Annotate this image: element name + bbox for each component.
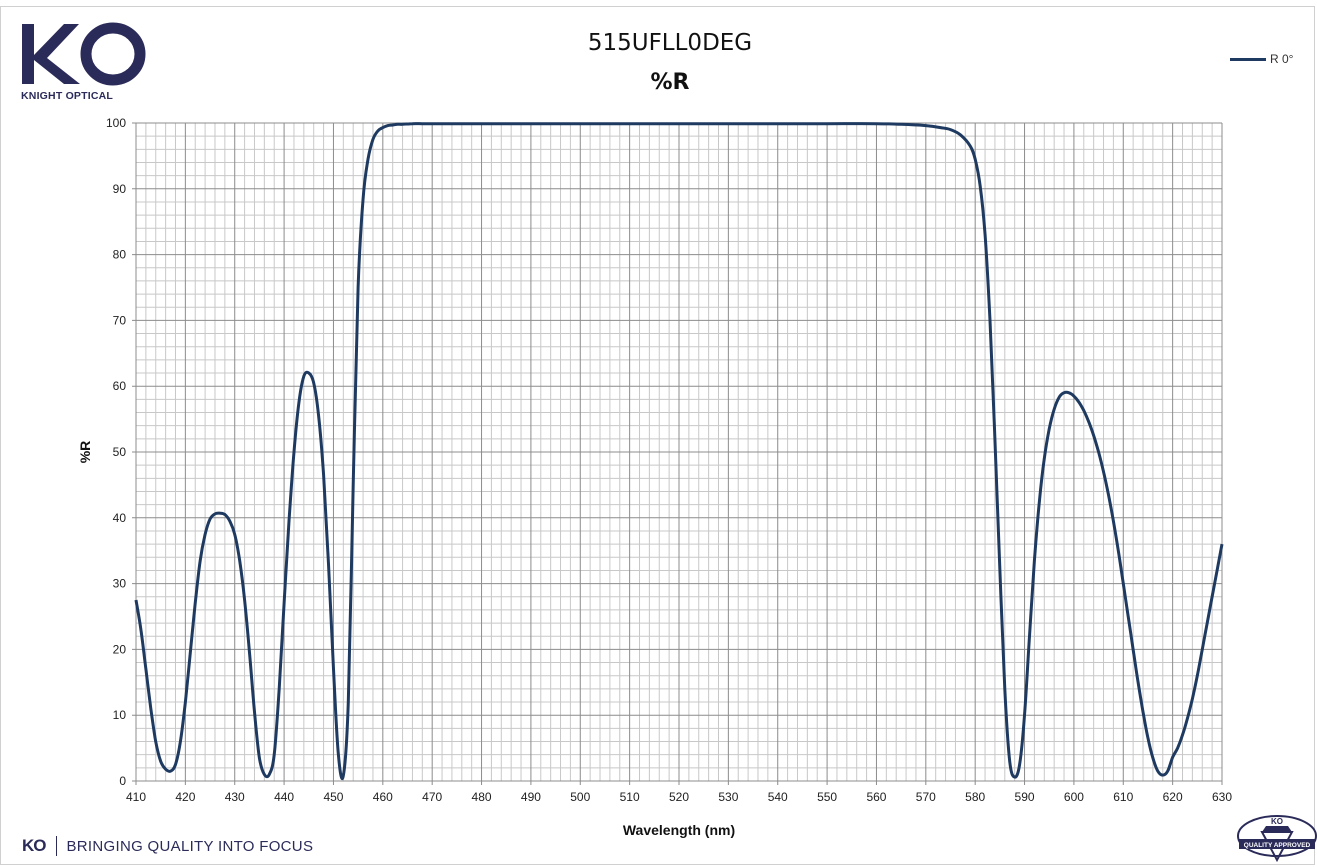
x-tick-label: 520 (669, 790, 689, 804)
y-tick-label: 20 (113, 642, 127, 656)
chart-title: 515UFLL0DEG (587, 30, 753, 56)
y-tick-label: 90 (113, 182, 127, 196)
chart-subtitle: %R (650, 70, 690, 95)
x-axis-label: Wavelength (nm) (623, 822, 735, 838)
footer-tagline: BRINGING QUALITY INTO FOCUS (66, 837, 314, 855)
x-tick-label: 620 (1163, 790, 1183, 804)
x-tick-label: 610 (1113, 790, 1133, 804)
y-tick-label: 50 (113, 445, 127, 459)
chart-frame (0, 6, 1315, 865)
x-tick-label: 450 (323, 790, 343, 804)
footer: KO BRINGING QUALITY INTO FOCUS (22, 836, 313, 856)
x-tick-label: 480 (472, 790, 492, 804)
x-tick-label: 540 (768, 790, 788, 804)
x-tick-label: 470 (422, 790, 442, 804)
legend-label: R 0° (1270, 52, 1294, 66)
x-tick-label: 440 (274, 790, 294, 804)
y-tick-label: 30 (113, 577, 127, 591)
y-axis-label: %R (77, 441, 93, 464)
logo-caption: KNIGHT OPTICAL (21, 90, 114, 102)
y-tick-label: 10 (113, 708, 127, 722)
y-tick-label: 40 (113, 511, 127, 525)
x-tick-label: 590 (1015, 790, 1035, 804)
x-tick-label: 510 (620, 790, 640, 804)
legend: R 0° (1230, 52, 1293, 66)
x-tick-label: 500 (570, 790, 590, 804)
badge-mark: KO (1271, 817, 1283, 826)
x-tick-label: 550 (817, 790, 837, 804)
y-tick-label: 70 (113, 313, 127, 327)
badge-text: QUALITY APPROVED (1244, 842, 1311, 849)
quality-approved-badge: KO QUALITY APPROVED (1237, 815, 1317, 863)
legend-swatch (1230, 57, 1266, 61)
y-tick-label: 60 (113, 379, 127, 393)
knight-optical-logo (22, 22, 146, 86)
x-tick-label: 600 (1064, 790, 1084, 804)
y-tick-label: 0 (119, 774, 126, 788)
x-tick-label: 530 (718, 790, 738, 804)
x-tick-label: 460 (373, 790, 393, 804)
series-line-r0 (134, 122, 1224, 781)
y-tick-label: 80 (113, 248, 127, 262)
y-tick-label: 100 (106, 116, 126, 130)
x-tick-label: 420 (175, 790, 195, 804)
x-tick-label: 490 (521, 790, 541, 804)
x-tick-label: 410 (126, 790, 146, 804)
x-tick-label: 580 (965, 790, 985, 804)
x-tick-label: 630 (1212, 790, 1232, 804)
x-tick-label: 430 (225, 790, 245, 804)
footer-ko-mark: KO (22, 836, 46, 855)
footer-divider (55, 836, 57, 856)
x-tick-label: 570 (916, 790, 936, 804)
x-tick-label: 560 (866, 790, 886, 804)
